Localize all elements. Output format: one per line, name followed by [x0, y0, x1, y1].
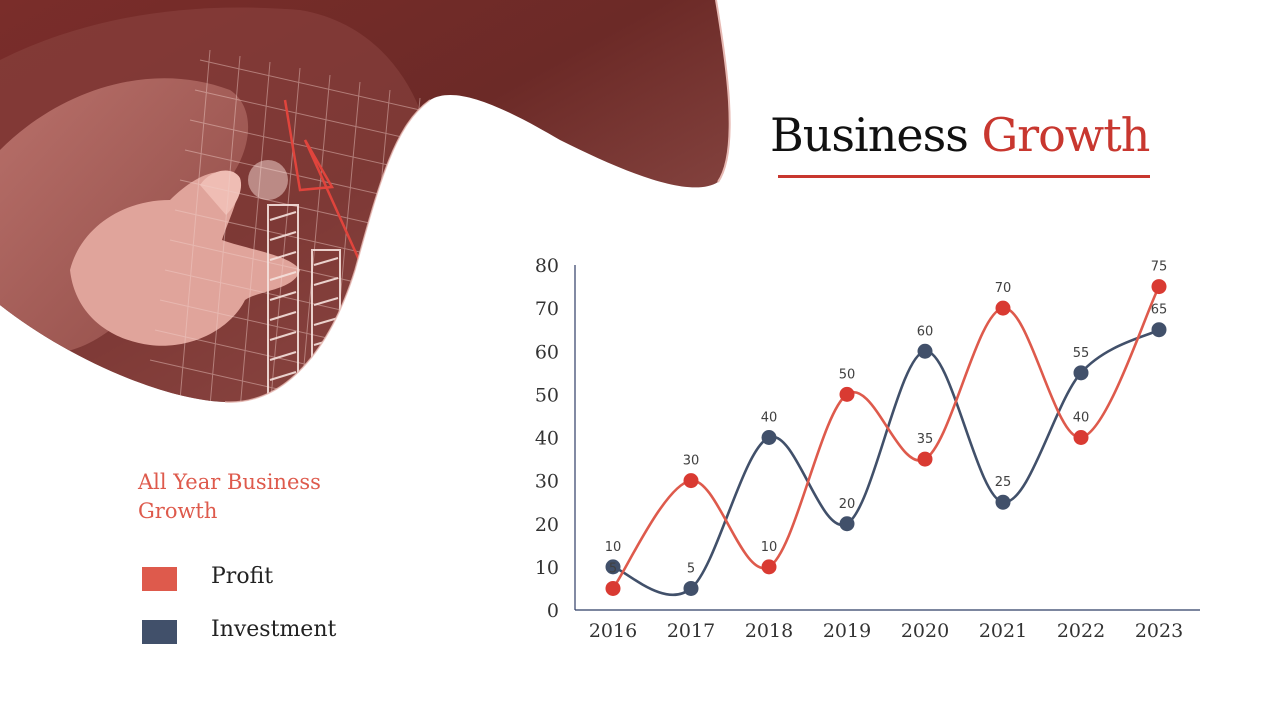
y-tick-label: 10 — [535, 557, 559, 579]
y-tick-label: 70 — [535, 298, 559, 320]
x-tick-label: 2022 — [1057, 620, 1105, 642]
x-tick-label: 2016 — [589, 620, 637, 642]
data-label-investment: 5 — [687, 561, 695, 576]
y-tick-label: 80 — [535, 255, 559, 277]
marker-profit — [995, 300, 1011, 316]
data-label-investment: 60 — [917, 324, 934, 339]
data-label-profit: 75 — [1151, 260, 1168, 275]
marker-investment — [1151, 322, 1167, 338]
legend-swatch-investment — [142, 620, 177, 644]
x-tick-label: 2021 — [979, 620, 1027, 642]
data-label-investment: 20 — [839, 497, 856, 512]
data-label-profit: 35 — [917, 432, 934, 447]
marker-profit — [761, 559, 777, 575]
y-tick-label: 50 — [535, 384, 559, 406]
marker-investment — [1073, 365, 1089, 381]
marker-investment — [995, 494, 1011, 510]
data-labels: 5 30 10 50 35 70 40 75 10 5 40 20 60 25 55 65 — [605, 260, 1168, 577]
marker-profit — [605, 580, 621, 596]
marker-profit — [839, 386, 855, 402]
x-axis-tick-labels: 2016 2017 2018 2019 2020 2021 2022 2023 — [589, 620, 1183, 642]
legend-label-profit: Profit — [211, 564, 274, 589]
y-tick-label: 60 — [535, 341, 559, 363]
marker-profit — [917, 451, 933, 467]
series-line-investment — [612, 328, 1160, 597]
marker-investment — [605, 559, 621, 575]
title-accent: Growth — [981, 108, 1150, 162]
data-label-investment: 65 — [1151, 303, 1168, 318]
y-axis-tick-labels: 0 10 20 30 40 50 60 70 80 — [535, 255, 559, 622]
legend-swatch-profit — [142, 567, 177, 591]
series-markers — [605, 279, 1167, 596]
marker-investment — [683, 580, 699, 596]
chart-axes — [574, 265, 1200, 611]
x-tick-label: 2017 — [667, 620, 715, 642]
marker-profit — [1151, 279, 1167, 295]
legend-heading: All Year Business Growth — [138, 470, 321, 523]
y-tick-label: 40 — [535, 428, 559, 450]
x-tick-label: 2018 — [745, 620, 793, 642]
data-label-investment: 55 — [1073, 346, 1090, 361]
x-tick-label: 2019 — [823, 620, 871, 642]
marker-investment — [761, 430, 777, 445]
y-tick-label: 30 — [535, 471, 559, 493]
data-label-investment: 25 — [995, 475, 1012, 490]
data-label-profit: 10 — [761, 540, 778, 555]
hero-photo-graphic — [0, 0, 731, 403]
marker-profit — [683, 473, 699, 489]
data-label-profit: 70 — [995, 281, 1012, 296]
slide-title: Business Growth — [770, 108, 1190, 162]
data-label-investment: 10 — [605, 540, 622, 555]
data-label-profit: 40 — [1073, 411, 1090, 426]
x-tick-label: 2020 — [901, 620, 949, 642]
data-label-profit: 5 — [609, 561, 617, 576]
y-tick-label: 0 — [547, 600, 559, 622]
data-label-profit: 50 — [839, 367, 856, 382]
legend-label-investment: Investment — [211, 617, 337, 642]
data-label-investment: 40 — [761, 411, 778, 426]
title-underline — [778, 175, 1150, 178]
y-tick-label: 20 — [535, 514, 559, 536]
marker-investment — [917, 343, 933, 359]
marker-investment — [839, 516, 855, 532]
marker-profit — [1073, 430, 1089, 445]
data-label-profit: 30 — [683, 454, 700, 469]
title-main: Business — [770, 108, 969, 162]
x-tick-label: 2023 — [1135, 620, 1183, 642]
